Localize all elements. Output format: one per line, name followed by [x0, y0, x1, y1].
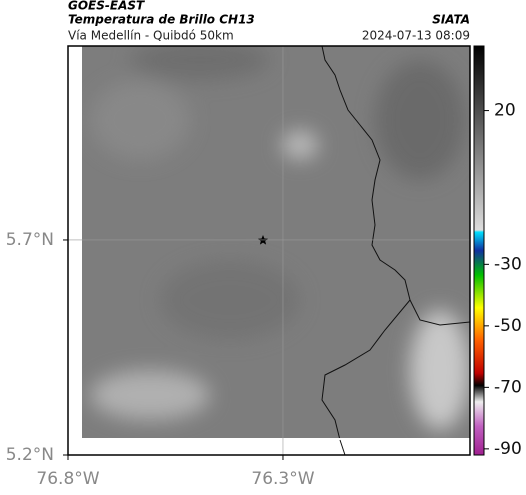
y-tick-label: 5.7°N — [6, 230, 54, 250]
subtitle: Temperatura de Brillo CH13 — [68, 13, 255, 27]
colorbar-tick-label: 20 — [494, 101, 516, 121]
timestamp: 2024-07-13 08:09 — [362, 29, 470, 43]
imagery — [82, 46, 470, 438]
colorbar — [473, 45, 485, 456]
x-tick-label: 76.8°W — [36, 469, 99, 489]
y-tick-label: 5.2°N — [6, 445, 54, 465]
map-frame — [67, 45, 471, 456]
title: GOES-EAST — [68, 0, 145, 13]
colorbar-tick-label: -70 — [494, 377, 522, 397]
colorbar-tick-label: -90 — [494, 439, 522, 459]
colorbar-tick-label: -30 — [494, 254, 522, 274]
source: SIATA — [432, 13, 470, 27]
coastline — [339, 439, 346, 456]
route: Vía Medellín - Quibdó 50km — [68, 29, 234, 43]
x-tick-label: 76.3°W — [251, 469, 314, 489]
colorbar-tick-label: -50 — [494, 316, 522, 336]
